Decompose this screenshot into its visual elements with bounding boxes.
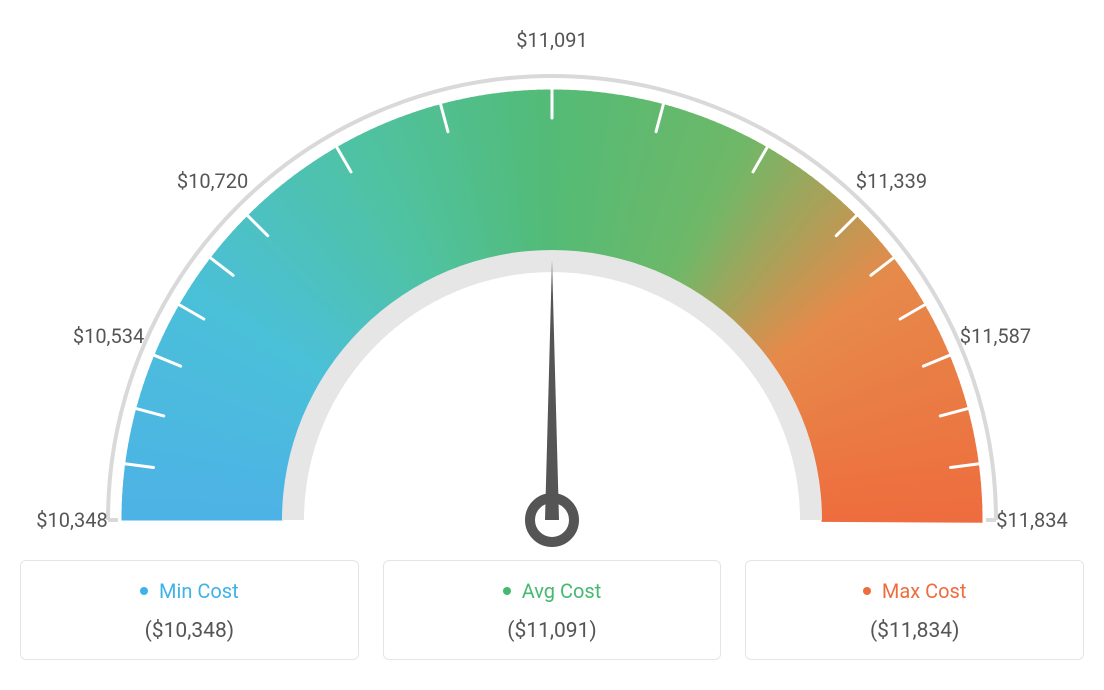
legend-card-min: Min Cost ($10,348)	[20, 560, 359, 660]
gauge-tick-label: $10,348	[36, 508, 107, 532]
legend-avg-label: Avg Cost	[522, 579, 602, 603]
dot-icon	[140, 587, 148, 595]
legend-title-min: Min Cost	[21, 579, 358, 603]
legend-title-max: Max Cost	[746, 579, 1083, 603]
legend-avg-value: ($11,091)	[384, 619, 721, 643]
gauge-tick-label: $11,339	[856, 169, 927, 193]
dot-icon	[503, 587, 511, 595]
gauge-svg	[20, 20, 1084, 550]
legend-title-avg: Avg Cost	[384, 579, 721, 603]
gauge-tick-label: $11,587	[960, 324, 1031, 348]
cost-gauge: $10,348 $10,534 $10,720 $11,091 $11,339 $11,5…	[20, 20, 1084, 550]
legend-min-value: ($10,348)	[21, 619, 358, 643]
cost-legend: Min Cost ($10,348) Avg Cost ($11,091) Ma…	[20, 560, 1084, 660]
legend-max-value: ($11,834)	[746, 619, 1083, 643]
legend-card-avg: Avg Cost ($11,091)	[383, 560, 722, 660]
dot-icon	[863, 587, 871, 595]
gauge-tick-label: $11,834	[996, 508, 1067, 532]
legend-max-label: Max Cost	[882, 579, 967, 603]
gauge-tick-label: $11,091	[516, 28, 587, 52]
legend-card-max: Max Cost ($11,834)	[745, 560, 1084, 660]
gauge-tick-label: $10,534	[73, 324, 144, 348]
legend-min-label: Min Cost	[159, 579, 239, 603]
gauge-tick-label: $10,720	[177, 169, 248, 193]
